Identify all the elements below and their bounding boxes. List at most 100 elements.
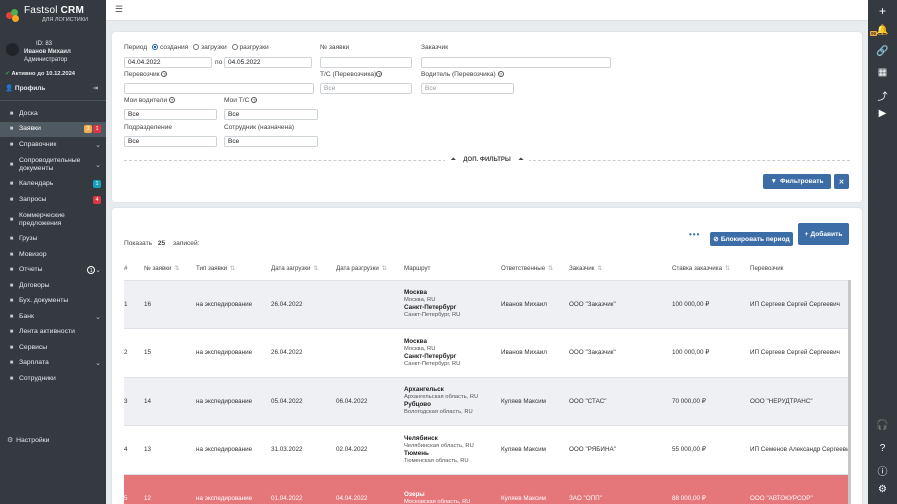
- route-icon[interactable]: ⤴: [877, 92, 888, 103]
- user-name[interactable]: Иванов Михаил: [24, 49, 71, 55]
- logout-icon[interactable]: ⇥: [92, 85, 98, 92]
- plus-icon: +: [804, 230, 809, 238]
- sidebar-item-9[interactable]: ■ Отчеты 1 ⌄: [0, 263, 106, 279]
- column-header[interactable]: #: [124, 258, 144, 281]
- column-header[interactable]: Тип заявки ⇅: [196, 258, 271, 281]
- sidebar-item-label: Справочник: [19, 140, 57, 148]
- help-circle-icon[interactable]: ?: [879, 443, 886, 454]
- period-radio-created[interactable]: [151, 44, 158, 50]
- link-icon[interactable]: 🔗: [876, 46, 889, 57]
- sidebar-item-13[interactable]: ■ Лента активности: [0, 325, 106, 341]
- settings-icon[interactable]: ⚙: [878, 484, 887, 495]
- profile-link[interactable]: 👤 Профиль ⇥: [5, 85, 98, 92]
- sidebar-item-0[interactable]: ■ Доска: [0, 106, 106, 122]
- sidebar-item-5[interactable]: ■ Запросы 4: [0, 192, 106, 208]
- sidebar-item-10[interactable]: ■ Договоры: [0, 278, 106, 294]
- help-icon[interactable]: ?: [497, 71, 504, 77]
- my-vehicles-label: Мои Т/С ?: [224, 97, 258, 104]
- table-row[interactable]: 1 16 на экспедирование 26.04.2022 Москва Моск…: [124, 279, 849, 329]
- calculator-icon[interactable]: ▦: [877, 67, 888, 78]
- cell-customer: ООО "Заказчик": [569, 328, 672, 377]
- avatar[interactable]: [6, 43, 19, 56]
- extra-filters-toggle[interactable]: ⏶ ДОП. ФИЛЬТРЫ ⏶: [112, 157, 862, 164]
- help-icon[interactable]: ?: [169, 97, 175, 103]
- info-icon[interactable]: ⓘ: [877, 467, 888, 478]
- sidebar-item-label: Запросы: [19, 195, 47, 203]
- sort-icon[interactable]: ⇅: [548, 266, 554, 273]
- page-size-select[interactable]: 25: [157, 240, 166, 247]
- help-icon[interactable]: ?: [251, 97, 258, 103]
- left-sidebar: Fastsol CRM ДЛЯ ЛОГИСТИКИ ID: 83 Иванов …: [0, 0, 106, 504]
- sort-icon[interactable]: ⇅: [597, 266, 603, 273]
- menu-toggle-icon[interactable]: ☰: [115, 4, 124, 14]
- table-row[interactable]: 5 12 на экспедирование 01.04.2022 04.04.2022…: [124, 473, 849, 504]
- driver-label: Водитель (Перевозчика) ?: [421, 71, 504, 78]
- column-header[interactable]: Ставка заказчика ⇅: [672, 258, 750, 281]
- table-row[interactable]: 3 14 на экспедирование 05.04.2022 06.04.2022…: [124, 376, 849, 426]
- division-select[interactable]: Все: [124, 136, 217, 147]
- order-no-input[interactable]: [320, 57, 412, 68]
- sort-icon[interactable]: ⇅: [725, 266, 731, 273]
- vehicle-select[interactable]: Все: [320, 83, 412, 94]
- sidebar-item-4[interactable]: ■ Календарь 1: [0, 177, 106, 193]
- cell-unload-date: [336, 328, 404, 377]
- requests-icon: ■: [9, 196, 14, 203]
- sidebar-item-12[interactable]: ■ Банк ⌄: [0, 309, 106, 325]
- my-vehicles-select[interactable]: Все: [224, 109, 318, 120]
- date-to-input[interactable]: 04.05.2022: [224, 57, 312, 68]
- employee-select[interactable]: Все: [224, 136, 318, 147]
- more-actions-button[interactable]: •••: [689, 230, 701, 239]
- play-icon[interactable]: ▶: [878, 108, 887, 119]
- sort-icon[interactable]: ⇅: [381, 266, 387, 273]
- sidebar-item-15[interactable]: ■ Зарплата ⌄: [0, 356, 106, 372]
- sidebar-item-6[interactable]: ■ Коммерческие предложения: [0, 208, 106, 232]
- filter-button[interactable]: ▼ Фильтровать: [763, 174, 831, 189]
- bell-icon[interactable]: 🔔 99: [870, 25, 889, 36]
- date-from-input[interactable]: 04.04.2022: [124, 57, 212, 68]
- cell-order: 15: [144, 328, 196, 377]
- help-icon[interactable]: ?: [161, 71, 168, 77]
- headset-icon[interactable]: 🎧: [876, 420, 889, 431]
- help-icon[interactable]: ?: [376, 71, 383, 77]
- table-row[interactable]: 2 15 на экспедирование 26.04.2022 Москва Моск…: [124, 328, 849, 377]
- order-no-label: № заявки: [320, 44, 350, 51]
- table-row[interactable]: 4 13 на экспедирование 31.03.2022 02.04.2022…: [124, 425, 849, 474]
- sidebar-item-11[interactable]: ■ Бух. документы: [0, 294, 106, 310]
- clear-filters-button[interactable]: ✕: [834, 174, 849, 189]
- chevron-up-icon: ⏶: [515, 157, 527, 163]
- vehicle-label: Т/С (Перевозчика)?: [320, 71, 383, 78]
- block-period-button[interactable]: ⊘ Блокировать период: [710, 232, 793, 246]
- brand-logo[interactable]: Fastsol CRM ДЛЯ ЛОГИСТИКИ: [0, 0, 106, 30]
- customer-input[interactable]: [421, 57, 611, 68]
- sort-icon[interactable]: ⇅: [174, 266, 180, 273]
- column-header[interactable]: Дата разгрузки ⇅: [336, 258, 404, 281]
- cell-carrier: ИП Сергеев Сергей Сергеевич: [750, 328, 849, 377]
- sidebar-item-settings[interactable]: ⚙ Настройки: [7, 436, 50, 445]
- sidebar-item-7[interactable]: ■ Грузы: [0, 232, 106, 248]
- column-header[interactable]: Заказчик ⇅: [569, 258, 672, 281]
- driver-select[interactable]: Все: [421, 83, 514, 94]
- sidebar-item-16[interactable]: ■ Сотрудники: [0, 371, 106, 387]
- sidebar-item-2[interactable]: ■ Справочник ⌄: [0, 137, 106, 153]
- column-header[interactable]: Перевозчик: [750, 258, 849, 281]
- column-header[interactable]: Маршрут: [404, 258, 501, 281]
- my-drivers-select[interactable]: Все: [124, 109, 217, 120]
- period-radio-unloading[interactable]: [231, 44, 238, 50]
- period-radio-loading[interactable]: [193, 44, 200, 50]
- vertical-scrollbar[interactable]: [848, 280, 851, 504]
- sidebar-item-8[interactable]: ■ Мовизор: [0, 247, 106, 263]
- cell-responsible: Иванов Михаил: [501, 279, 569, 329]
- sort-icon[interactable]: ⇅: [230, 266, 236, 273]
- add-order-button[interactable]: + Добавить: [798, 223, 849, 245]
- sidebar-item-3[interactable]: ■ Сопроводительные документы ⌄: [0, 153, 106, 177]
- sidebar-item-14[interactable]: ■ Сервисы: [0, 340, 106, 356]
- sidebar-item-label: Доска: [19, 109, 38, 117]
- sort-icon[interactable]: ⇅: [313, 266, 319, 273]
- column-header[interactable]: Ответственные ⇅: [501, 258, 569, 281]
- sidebar-item-1[interactable]: ■ Заявки 3 1: [0, 121, 106, 137]
- column-header[interactable]: № заявки ⇅: [144, 258, 196, 281]
- column-header[interactable]: Дата загрузки ⇅: [271, 258, 336, 281]
- carrier-input[interactable]: [124, 83, 314, 94]
- cell-carrier: ООО "НЕРУДТРАНС": [750, 376, 849, 426]
- plus-icon[interactable]: +: [878, 4, 886, 18]
